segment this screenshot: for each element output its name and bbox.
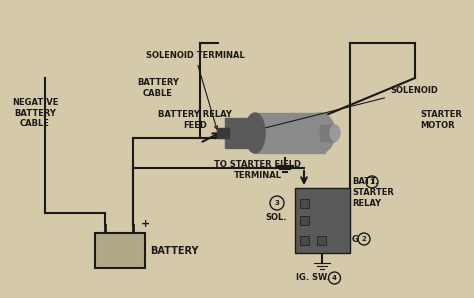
Ellipse shape [330, 125, 340, 141]
Bar [255, 113, 325, 153]
Text: STARTER
MOTOR: STARTER MOTOR [420, 110, 462, 130]
Text: 3: 3 [274, 200, 280, 206]
Bar [317, 236, 326, 245]
Text: NEGATIVE
BATTERY
CABLE: NEGATIVE BATTERY CABLE [12, 98, 58, 128]
Text: 2: 2 [362, 236, 366, 242]
Text: IG. SW.: IG. SW. [296, 274, 329, 283]
Bar [217, 128, 229, 138]
Text: STARTER
RELAY: STARTER RELAY [352, 188, 394, 208]
Ellipse shape [305, 113, 335, 153]
Ellipse shape [245, 113, 265, 153]
Bar [300, 216, 309, 225]
Text: +: + [141, 219, 150, 229]
Bar [295, 188, 350, 253]
Bar [300, 236, 309, 245]
Text: BATTERY RELAY
FEED: BATTERY RELAY FEED [158, 110, 232, 130]
Text: SOLENOID TERMINAL: SOLENOID TERMINAL [146, 51, 245, 129]
Bar [300, 199, 309, 208]
Text: SOLENOID: SOLENOID [249, 86, 438, 133]
Text: G: G [352, 235, 359, 243]
Text: SOL.: SOL. [265, 213, 287, 223]
Bar [225, 118, 260, 148]
Text: TO STARTER FIELD
TERMINAL: TO STARTER FIELD TERMINAL [215, 160, 301, 180]
Bar [95, 233, 145, 268]
Text: BATTERY
CABLE: BATTERY CABLE [137, 78, 179, 98]
Text: 4: 4 [332, 275, 337, 281]
Text: BATTERY: BATTERY [150, 246, 199, 255]
Bar [320, 125, 335, 141]
Text: 1: 1 [370, 179, 374, 185]
Text: BATT.: BATT. [352, 178, 378, 187]
